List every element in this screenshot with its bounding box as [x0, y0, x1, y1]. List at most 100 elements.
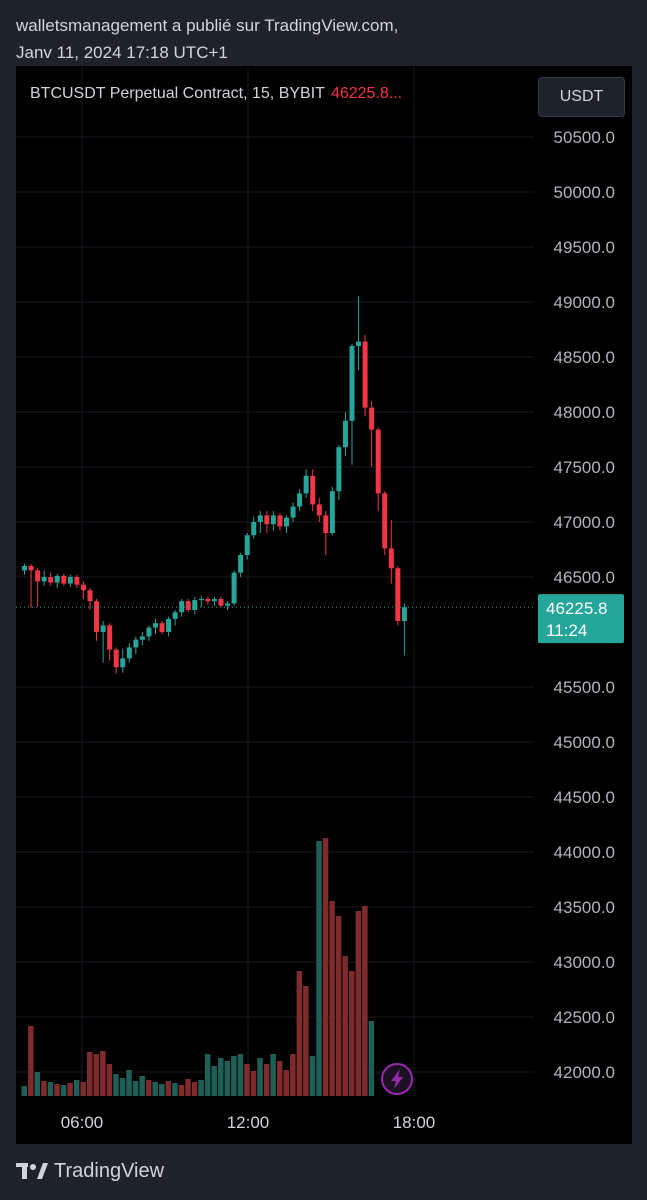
candle-body	[172, 612, 178, 619]
candle-body	[179, 601, 185, 613]
candle-body	[270, 515, 276, 525]
volume-bar	[132, 1081, 139, 1096]
candle	[133, 636, 139, 654]
last-price-value: 46225.8	[546, 599, 607, 618]
candle-body	[48, 577, 54, 583]
candle	[80, 581, 86, 599]
currency-button[interactable]: USDT	[538, 77, 625, 117]
candle-body	[316, 504, 322, 516]
volume-bar	[335, 916, 342, 1096]
candle-body	[336, 447, 342, 492]
published-line: walletsmanagement a publié sur TradingVi…	[16, 16, 399, 35]
candle	[375, 427, 381, 511]
time-tick-label: 18:00	[393, 1113, 436, 1132]
candle	[198, 595, 204, 607]
candle	[231, 570, 237, 606]
last-price-label: 46225.8 11:24	[538, 594, 624, 644]
candle	[28, 563, 34, 608]
candle	[316, 497, 322, 522]
volume-bar	[87, 1052, 93, 1096]
chart-legend: BTCUSDT Perpetual Contract, 15, BYBIT 462…	[30, 85, 402, 103]
candle-body	[94, 601, 100, 632]
volume-bar	[93, 1054, 100, 1096]
candle-body	[126, 647, 132, 659]
candle-body	[120, 658, 126, 668]
candle-body	[257, 515, 263, 522]
volume-bar	[322, 838, 329, 1096]
volume-bar	[296, 971, 303, 1096]
volume-bar	[218, 1058, 224, 1096]
candle-body	[238, 555, 244, 573]
candle	[257, 511, 263, 533]
candle-body	[74, 577, 80, 585]
volume-bar	[28, 1026, 34, 1096]
tradingview-logo-icon	[16, 1162, 48, 1179]
price-tick-label: 44500.0	[554, 788, 615, 807]
volume-bar	[329, 901, 335, 1096]
volume-bar	[21, 1086, 27, 1096]
candle	[310, 469, 316, 511]
chart-frame[interactable]: 50500.0 50000.0 49500.0 49000.0 48500.0 48000…	[16, 66, 632, 1144]
volume-bar	[34, 1072, 41, 1096]
volume-bar	[303, 986, 309, 1096]
candle	[41, 570, 47, 586]
candle	[192, 596, 198, 615]
candle	[100, 621, 106, 663]
volume-bar	[349, 971, 355, 1096]
candle-body	[369, 407, 375, 430]
candle	[303, 469, 309, 498]
candle-body	[107, 625, 113, 650]
candle-body	[54, 575, 60, 583]
volume-bar	[362, 906, 368, 1096]
volume-bar	[54, 1084, 60, 1096]
candle-series	[22, 296, 407, 674]
candle-body	[211, 599, 217, 602]
candle	[146, 625, 152, 641]
candle	[238, 552, 244, 577]
candle-body	[87, 590, 93, 602]
candle-body	[22, 566, 27, 571]
volume-bar	[100, 1051, 106, 1096]
candle	[270, 511, 276, 531]
volume-bar	[211, 1066, 217, 1096]
candle	[166, 616, 172, 637]
chart-grid	[16, 66, 534, 1096]
volume-bar	[159, 1084, 165, 1096]
candle	[120, 648, 126, 673]
legend-last-price: 46225.8...	[330, 85, 403, 102]
volume-bar	[237, 1054, 244, 1096]
volume-bar	[309, 1056, 316, 1096]
candle-body	[139, 636, 145, 640]
volume-bar	[41, 1081, 47, 1096]
candle-body	[401, 607, 407, 621]
price-tick-label: 45000.0	[554, 733, 615, 752]
volume-bar	[47, 1082, 54, 1096]
time-tick-label: 12:00	[227, 1113, 270, 1132]
published-by-text: walletsmanagement a publié sur TradingVi…	[16, 12, 398, 66]
volume-bar	[342, 956, 348, 1096]
lightning-button[interactable]	[381, 1063, 413, 1095]
price-tick-label: 43500.0	[554, 898, 615, 917]
candlestick-chart[interactable]: 50500.0 50000.0 49500.0 49000.0 48500.0 48000…	[16, 66, 632, 1144]
candle	[172, 610, 178, 626]
candle	[284, 515, 289, 533]
price-tick-label: 49500.0	[554, 238, 615, 257]
volume-bar	[263, 1064, 270, 1096]
candle-body	[342, 420, 348, 448]
candle	[395, 566, 401, 626]
volume-bar	[106, 1064, 113, 1096]
publish-date: Janv 11, 2024 17:18 UTC+1	[16, 43, 228, 62]
candle-body	[100, 625, 106, 632]
volume-bar	[178, 1085, 185, 1096]
volume-bar	[191, 1082, 198, 1096]
volume-bar	[185, 1079, 191, 1096]
candle-body	[310, 475, 316, 505]
candle	[382, 491, 388, 555]
symbol-label[interactable]: BTCUSDT Perpetual Contract, 15, BYBIT	[30, 85, 325, 102]
candle-body	[113, 649, 119, 668]
tradingview-brand[interactable]: TradingView	[54, 1160, 165, 1182]
price-tick-label: 45500.0	[554, 678, 615, 697]
candle	[67, 574, 73, 587]
candle	[349, 343, 355, 465]
candle-body	[159, 623, 165, 632]
